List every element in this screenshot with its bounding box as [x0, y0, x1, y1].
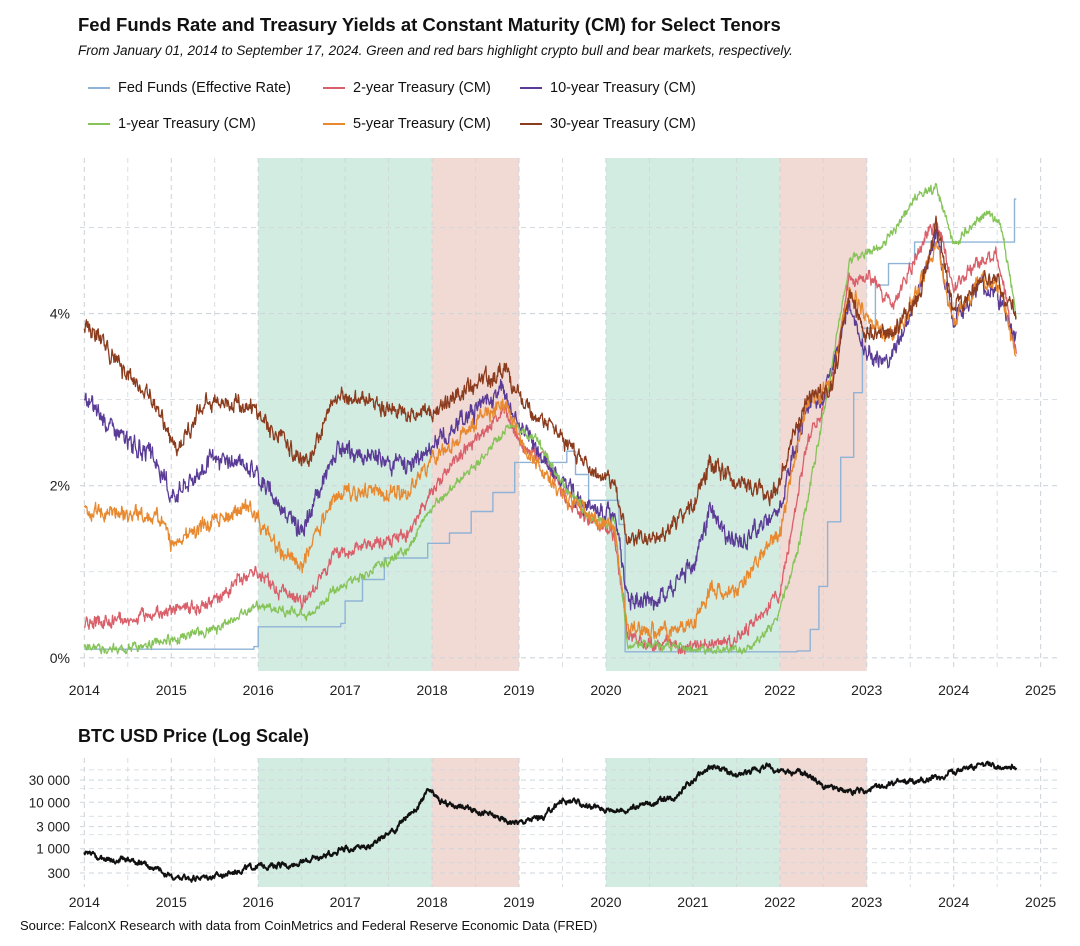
legend-label: 30-year Treasury (CM) — [550, 116, 696, 132]
legend-label: 2-year Treasury (CM) — [353, 80, 491, 96]
x-tick-label: 2021 — [677, 682, 708, 698]
series-line-5 — [83, 215, 1017, 547]
btc-x-tick-label: 2016 — [243, 894, 274, 910]
legend-label: 10-year Treasury (CM) — [550, 80, 696, 96]
btc-plot-area: 300 1 000 3 000 10 000 30 000 2014 2015 2016 201… — [29, 758, 1058, 910]
btc-x-tick-label: 2014 — [69, 894, 100, 910]
btc-x-tick-label: 2015 — [156, 894, 187, 910]
btc-x-tick-label: 2025 — [1025, 894, 1056, 910]
btc-x-tick-label: 2023 — [851, 894, 882, 910]
btc-x-tick-label: 2021 — [677, 894, 708, 910]
legend-swatch — [323, 123, 345, 125]
btc-x-tick-label: 2022 — [764, 894, 795, 910]
btc-x-tick-label: 2017 — [330, 894, 361, 910]
source-note: Source: FalconX Research with data from … — [20, 918, 598, 933]
x-tick-label: 2025 — [1025, 682, 1056, 698]
legend-swatch — [88, 87, 110, 89]
x-tick-label: 2022 — [764, 682, 795, 698]
legend-swatch — [520, 87, 542, 89]
x-tick-label: 2020 — [590, 682, 621, 698]
btc-x-tick-label: 2024 — [938, 894, 969, 910]
legend-swatch — [323, 87, 345, 89]
btc-x-tick-label: 2020 — [590, 894, 621, 910]
x-tick-label: 2018 — [417, 682, 448, 698]
legend-item: 5-year Treasury (CM) — [323, 116, 491, 132]
x-tick-label: 2023 — [851, 682, 882, 698]
yields-plot-area: 0% 2% 4% 2014 2015 2016 2017 2018 2019 2020 2021 20… — [50, 158, 1058, 698]
legend-item: 10-year Treasury (CM) — [520, 80, 696, 96]
legend-label: Fed Funds (Effective Rate) — [118, 80, 292, 96]
chart-title: Fed Funds Rate and Treasury Yields at Co… — [78, 14, 781, 35]
x-tick-label: 2024 — [938, 682, 969, 698]
y-tick-label: 4% — [50, 306, 70, 322]
x-tick-label: 2017 — [330, 682, 361, 698]
series-line-2 — [83, 222, 1017, 611]
legend-item: Fed Funds (Effective Rate) — [88, 80, 291, 96]
series-line-0 — [84, 198, 1017, 653]
btc-y-tick-label: 1 000 — [36, 842, 70, 857]
btc-y-tick-label: 3 000 — [36, 820, 70, 835]
y-tick-label: 2% — [50, 478, 70, 494]
legend-item: 30-year Treasury (CM) — [520, 116, 696, 132]
btc-chart-title: BTC USD Price (Log Scale) — [78, 726, 310, 746]
legend-label: 1-year Treasury (CM) — [118, 116, 256, 132]
legend: Fed Funds (Effective Rate) 2-year Treasur… — [88, 80, 808, 140]
x-tick-label: 2015 — [156, 682, 187, 698]
btc-x-tick-label: 2018 — [417, 894, 448, 910]
x-tick-label: 2014 — [69, 682, 100, 698]
legend-swatch — [88, 123, 110, 125]
btc-y-tick-label: 300 — [47, 866, 70, 881]
series-line-1 — [84, 216, 1017, 655]
legend-swatch — [520, 123, 542, 125]
x-tick-label: 2019 — [503, 682, 534, 698]
legend-label: 5-year Treasury (CM) — [353, 116, 491, 132]
btc-y-tick-label: 30 000 — [29, 773, 70, 788]
x-tick-label: 2016 — [243, 682, 274, 698]
y-tick-label: 0% — [50, 650, 70, 666]
btc-price-line — [83, 760, 1018, 883]
btc-x-tick-label: 2019 — [503, 894, 534, 910]
series-line-4 — [83, 240, 1017, 642]
btc-y-tick-label: 10 000 — [29, 795, 70, 810]
series-line-3 — [83, 182, 1017, 655]
chart-subtitle: From January 01, 2014 to September 17, 2… — [78, 43, 793, 58]
legend-item: 2-year Treasury (CM) — [323, 80, 491, 96]
legend-item: 1-year Treasury (CM) — [88, 116, 256, 132]
